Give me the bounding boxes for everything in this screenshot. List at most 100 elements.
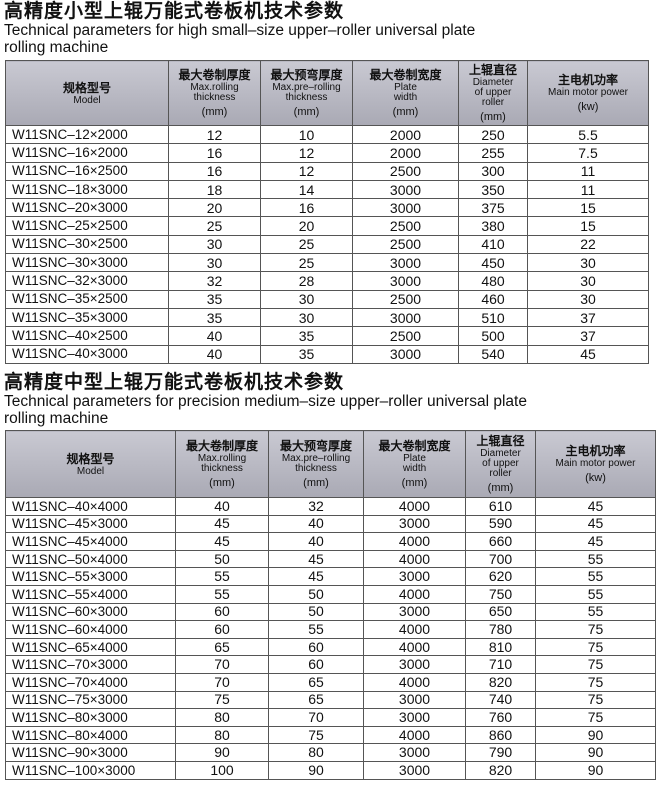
table-row: W11SNC–45×3000 45 40 3000 590 45 <box>5 514 656 534</box>
header-zh: 主电机功率 <box>557 72 618 87</box>
value-cell: 55 <box>175 567 269 586</box>
model-cell: W11SNC–35×3000 <box>5 307 169 328</box>
value-cell: 75 <box>535 655 656 674</box>
table-row: W11SNC–60×3000 60 50 3000 650 55 <box>5 602 656 622</box>
value-cell: 4000 <box>363 497 466 516</box>
value-cell: 40 <box>168 344 261 364</box>
value-cell: 11 <box>527 179 649 200</box>
header-en: roller <box>489 467 512 479</box>
value-cell: 10 <box>260 124 353 145</box>
value-cell: 75 <box>535 690 656 710</box>
value-cell: 12 <box>168 124 261 145</box>
section-subtitle: Technical parameters for high small–size… <box>4 22 475 56</box>
header-en: thickness <box>201 462 243 474</box>
spec-table: 规格型号 Model 最大卷制厚度 Max.rolling thickness (mm) 最… <box>5 430 656 780</box>
table-row: W11SNC–20×3000 20 16 3000 375 15 <box>5 198 649 218</box>
header-en: roller <box>481 96 505 108</box>
value-cell: 460 <box>458 289 528 309</box>
value-cell: 3000 <box>352 307 459 328</box>
value-cell: 650 <box>465 602 536 622</box>
header-zh: 最大预弯厚度 <box>270 67 343 82</box>
model-cell: W11SNC–80×4000 <box>5 725 176 745</box>
table-row: W11SNC–50×4000 50 45 4000 700 55 <box>5 549 656 569</box>
value-cell: 90 <box>268 760 364 780</box>
header-cell: 规格型号 Model <box>5 430 176 498</box>
value-cell: 50 <box>175 549 269 569</box>
header-zh: 主电机功率 <box>565 443 626 458</box>
header-zh: 规格型号 <box>62 80 111 95</box>
value-cell: 37 <box>527 326 649 346</box>
value-cell: 40 <box>168 326 261 346</box>
model-cell: W11SNC–30×2500 <box>5 234 169 255</box>
value-cell: 3000 <box>363 708 466 727</box>
value-cell: 45 <box>175 514 269 534</box>
model-cell: W11SNC–40×3000 <box>5 344 169 364</box>
value-cell: 40 <box>175 497 269 516</box>
model-cell: W11SNC–45×4000 <box>5 532 176 551</box>
header-zh: 上辊直径 <box>476 433 525 448</box>
value-cell: 70 <box>175 655 269 674</box>
value-cell: 30 <box>527 253 649 273</box>
value-cell: 65 <box>175 637 269 657</box>
header-unit: (mm) <box>401 476 428 489</box>
header-unit: (mm) <box>303 476 329 489</box>
value-cell: 7.5 <box>527 143 649 163</box>
table-row: W11SNC–18×3000 18 14 3000 350 11 <box>5 179 649 200</box>
model-cell: W11SNC–100×3000 <box>5 760 176 780</box>
value-cell: 12 <box>260 161 353 181</box>
header-cell: 主电机功率 Main motor power (kw) <box>527 60 649 126</box>
header-zh: 上辊直径 <box>468 62 517 77</box>
header-en: thickness <box>193 91 236 103</box>
header-zh: 规格型号 <box>66 451 115 466</box>
table-row: W11SNC–40×2500 40 35 2500 500 37 <box>5 326 649 346</box>
value-cell: 760 <box>465 708 536 727</box>
header-en: Main motor power <box>547 86 629 98</box>
value-cell: 710 <box>465 655 536 674</box>
value-cell: 2000 <box>352 143 459 163</box>
value-cell: 22 <box>527 234 649 255</box>
table-row: W11SNC–75×3000 75 65 3000 740 75 <box>5 690 656 710</box>
value-cell: 510 <box>458 307 528 328</box>
value-cell: 3000 <box>363 602 466 622</box>
value-cell: 30 <box>527 271 649 291</box>
table-row: W11SNC–80×3000 80 70 3000 760 75 <box>5 708 656 727</box>
header-cell: 主电机功率 Main motor power (kw) <box>535 430 656 498</box>
value-cell: 30 <box>260 289 353 309</box>
header-row: 规格型号 Model 最大卷制厚度 Max.rolling thickness (mm) 最… <box>5 430 656 498</box>
value-cell: 55 <box>535 584 656 604</box>
table-row: W11SNC–45×4000 45 40 4000 660 45 <box>5 532 656 551</box>
header-row: 规格型号 Model 最大卷制厚度 Max.rolling thickness (mm) 最… <box>5 60 649 126</box>
value-cell: 28 <box>260 271 353 291</box>
value-cell: 14 <box>260 179 353 200</box>
value-cell: 18 <box>168 179 261 200</box>
header-unit: (mm) <box>293 105 320 118</box>
value-cell: 90 <box>535 725 656 745</box>
value-cell: 16 <box>260 198 353 218</box>
section-title: 高精度中型上辊万能式卷板机技术参数 <box>4 371 345 393</box>
header-en: Diameter <box>472 76 514 88</box>
header-en: of upper <box>482 457 519 469</box>
model-cell: W11SNC–30×3000 <box>5 253 169 273</box>
table-row: W11SNC–40×4000 40 32 4000 610 45 <box>5 497 656 516</box>
value-cell: 75 <box>535 708 656 727</box>
value-cell: 20 <box>260 216 353 236</box>
value-cell: 410 <box>458 234 528 255</box>
value-cell: 65 <box>268 690 364 710</box>
table-body: W11SNC–40×4000 40 32 4000 610 45 W11SNC–45×300… <box>5 497 656 780</box>
value-cell: 25 <box>260 253 353 273</box>
header-unit: (kw) <box>577 100 599 113</box>
table-row: W11SNC–70×3000 70 60 3000 710 75 <box>5 655 656 674</box>
value-cell: 2500 <box>352 289 459 309</box>
table-row: W11SNC–16×2500 16 12 2500 300 11 <box>5 161 649 181</box>
value-cell: 35 <box>260 344 353 364</box>
value-cell: 3000 <box>363 760 466 780</box>
model-cell: W11SNC–90×3000 <box>5 743 176 762</box>
header-unit: (mm) <box>201 105 228 118</box>
value-cell: 4000 <box>363 532 466 551</box>
header-cell: 最大预弯厚度 Max.pre–rolling thickness (mm) <box>268 430 364 498</box>
value-cell: 700 <box>465 549 536 569</box>
header-unit: (mm) <box>487 481 514 494</box>
header-cell: 最大卷制厚度 Max.rolling thickness (mm) <box>168 60 261 126</box>
header-en: Max.rolling <box>197 452 247 464</box>
value-cell: 25 <box>260 234 353 255</box>
